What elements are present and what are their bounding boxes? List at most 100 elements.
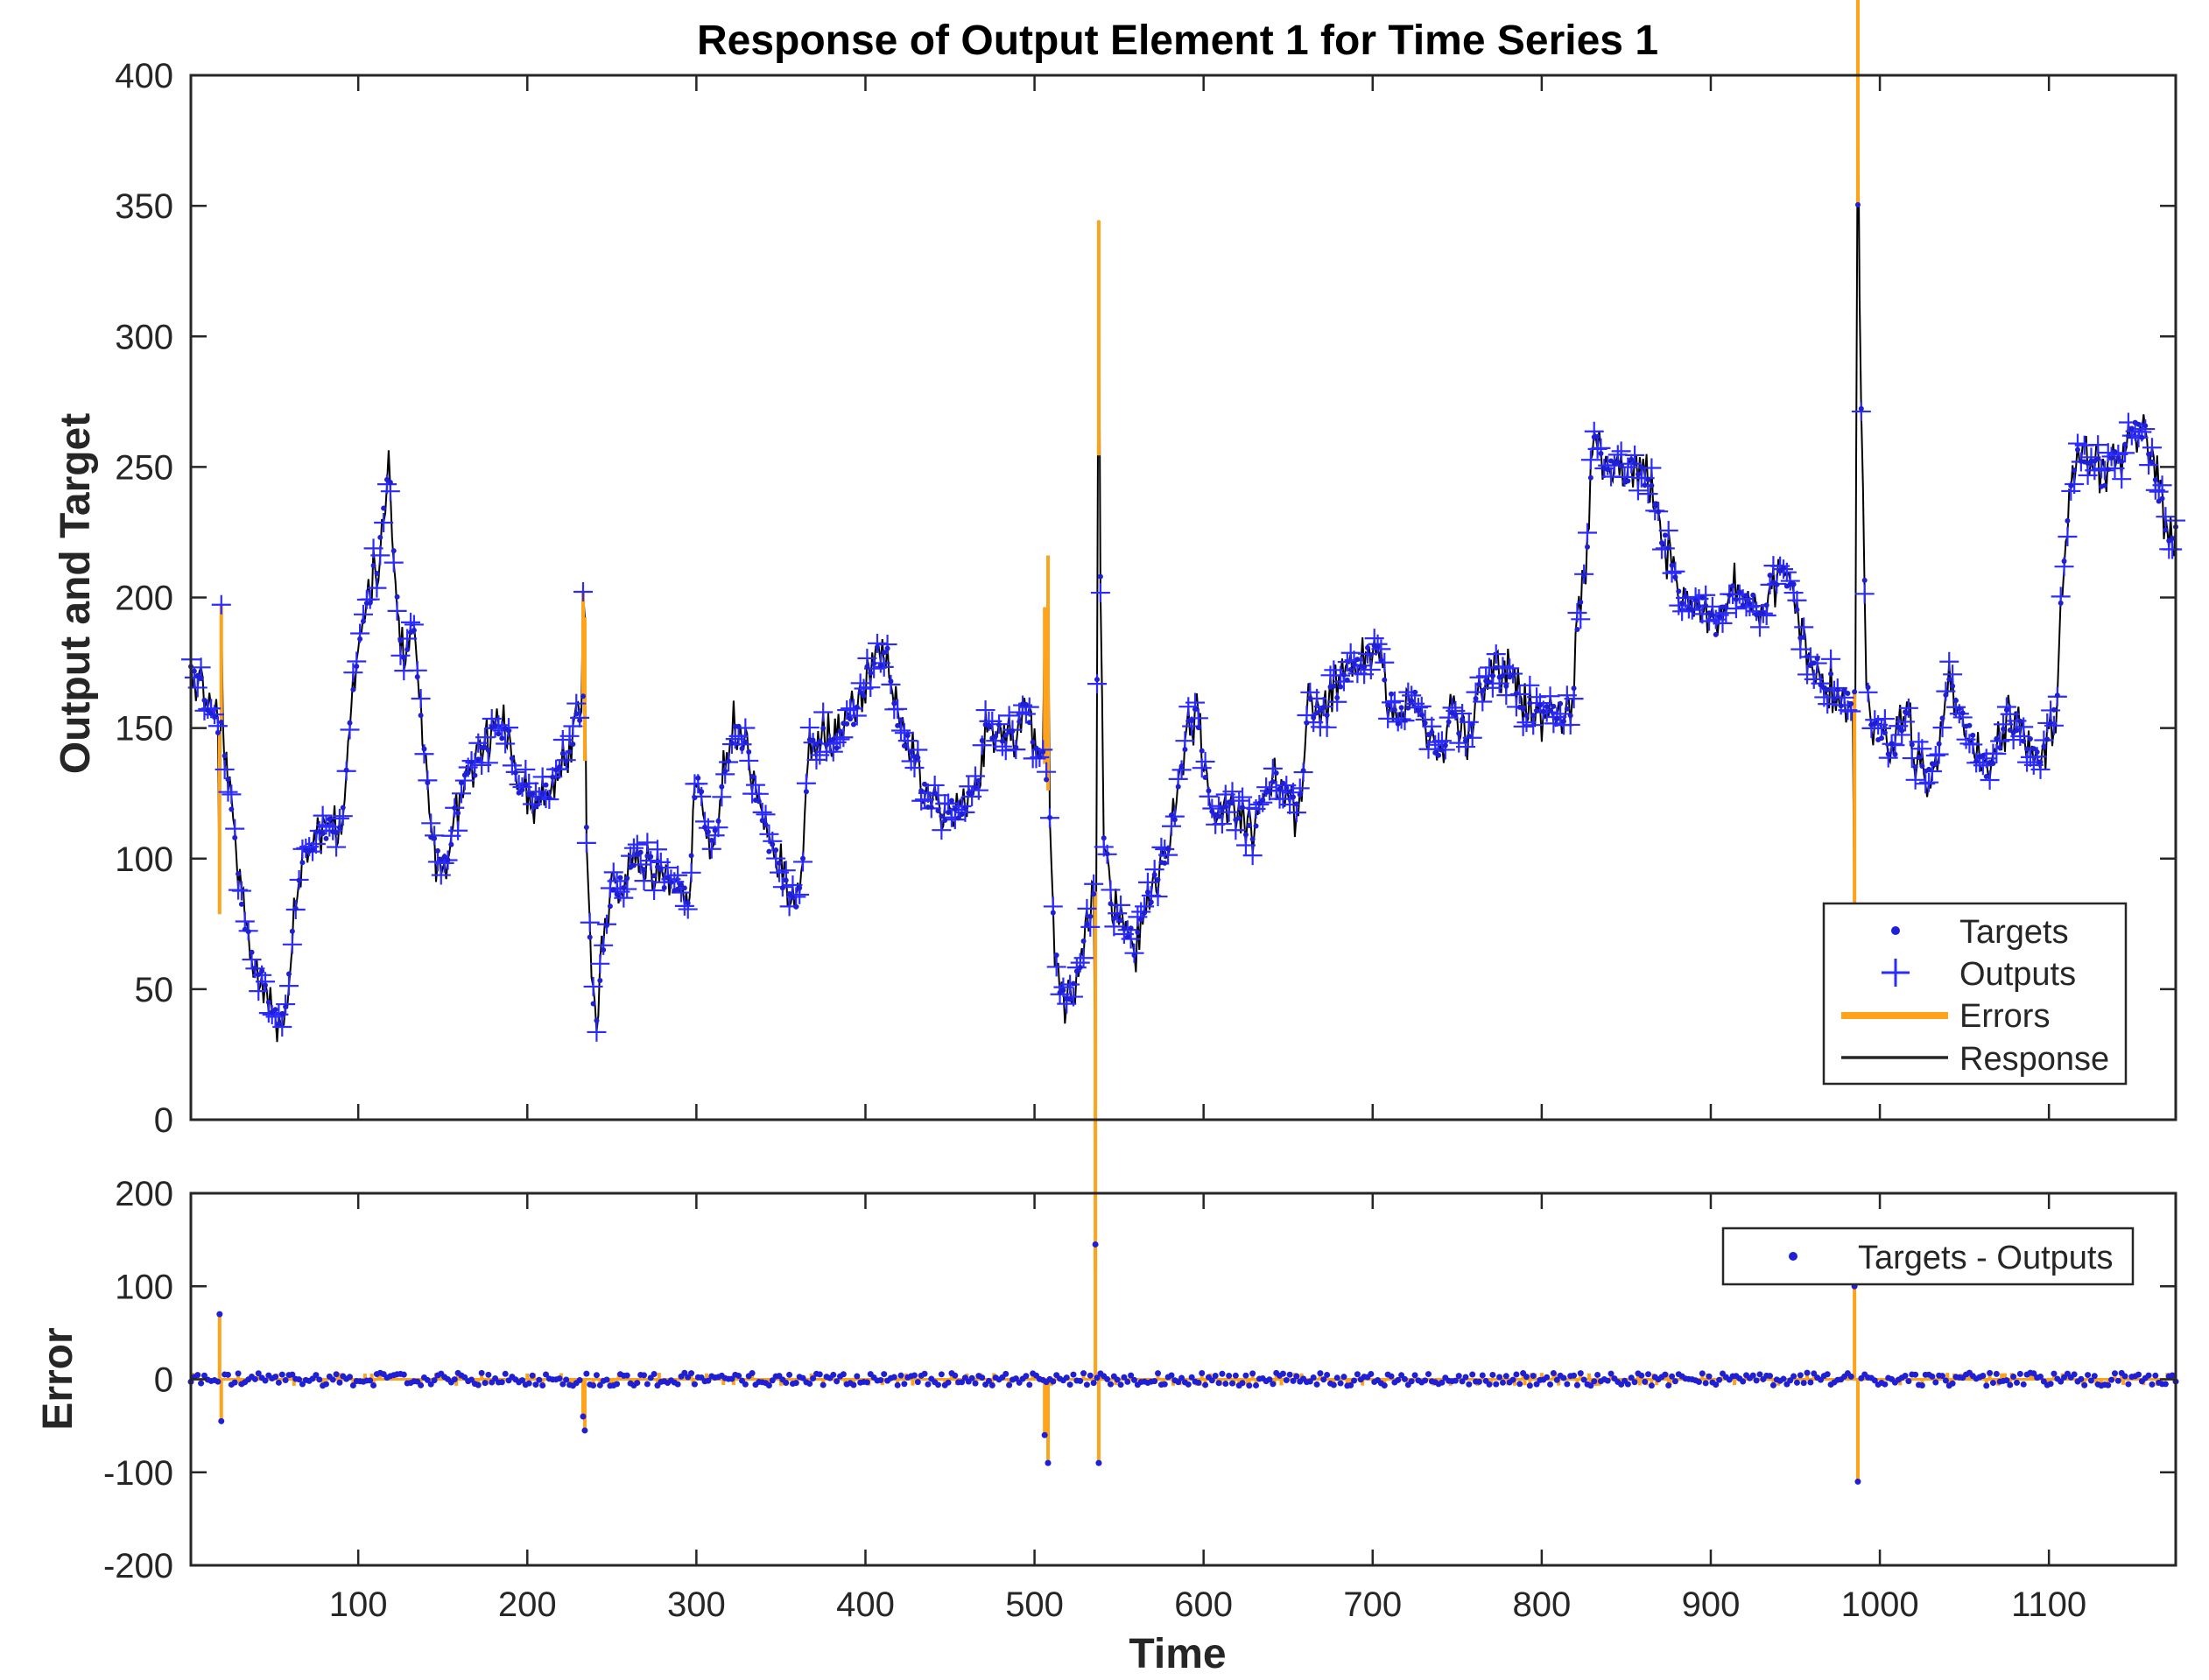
error-point <box>2078 1375 2085 1382</box>
error-point <box>347 1374 354 1381</box>
error-point <box>296 1376 303 1383</box>
error-point <box>1767 1373 1774 1380</box>
error-point <box>559 1381 566 1388</box>
error-point <box>272 1374 279 1381</box>
error-point <box>218 1417 225 1424</box>
target-point <box>614 891 620 897</box>
target-point <box>441 854 447 860</box>
x-tick-label: 900 <box>1682 1585 1741 1624</box>
error-point <box>1117 1381 1124 1388</box>
target-point <box>2034 749 2040 756</box>
error-point <box>2135 1371 2142 1378</box>
target-point <box>1652 502 1658 508</box>
error-point <box>1902 1373 1909 1380</box>
output-marker <box>786 887 806 907</box>
error-point <box>1547 1381 1554 1388</box>
target-point <box>1852 689 1858 695</box>
error-point <box>2081 1381 2088 1388</box>
legend-targets-label: Targets <box>1959 914 2069 951</box>
target-point <box>587 934 593 940</box>
target-point <box>1811 660 1817 666</box>
target-point <box>390 548 397 554</box>
output-marker <box>1371 639 1391 659</box>
target-point <box>452 805 458 811</box>
target-point <box>779 885 785 891</box>
output-marker <box>1980 770 2000 791</box>
target-point <box>1361 664 1368 671</box>
error-point <box>925 1381 932 1388</box>
target-point <box>1730 583 1736 589</box>
target-point <box>637 849 644 855</box>
targets-series <box>188 201 2178 1027</box>
target-point <box>830 736 836 742</box>
error-point <box>1155 1370 1162 1377</box>
output-marker <box>451 784 471 804</box>
target-point <box>1838 703 1844 709</box>
error-point <box>2003 1377 2010 1384</box>
error-point <box>1202 1381 1209 1388</box>
error-point <box>1219 1370 1226 1377</box>
target-point <box>1270 778 1276 784</box>
target-point <box>2041 743 2047 749</box>
y-tick-label: 0 <box>154 1101 173 1140</box>
output-marker <box>1128 907 1148 927</box>
target-point <box>1899 728 1905 734</box>
error-point <box>2145 1372 2152 1379</box>
target-point <box>1638 464 1644 470</box>
target-point <box>1216 813 1222 819</box>
error-point <box>1753 1377 1760 1384</box>
target-point <box>1950 683 1956 689</box>
x-tick-label: 300 <box>667 1585 726 1624</box>
error-point <box>529 1372 536 1379</box>
error-point <box>1462 1374 1469 1381</box>
target-point <box>279 1010 285 1016</box>
target-point <box>1442 742 1448 749</box>
target-point <box>2170 535 2176 541</box>
error-point <box>580 1413 587 1420</box>
error-point <box>634 1380 641 1387</box>
error-point <box>1502 1373 1509 1380</box>
target-point <box>1402 717 1408 723</box>
error-point <box>1310 1374 1317 1381</box>
target-point <box>1983 774 1989 780</box>
target-point <box>556 764 562 770</box>
target-point <box>735 723 742 729</box>
output-marker <box>603 862 623 882</box>
target-point <box>996 722 1002 728</box>
target-point <box>334 830 340 836</box>
output-marker <box>1340 643 1361 663</box>
error-point <box>1486 1381 1493 1388</box>
output-marker <box>1084 874 1104 894</box>
error-point <box>1475 1378 1482 1385</box>
target-point <box>1446 719 1452 725</box>
target-point <box>877 663 883 669</box>
target-point <box>1284 784 1290 791</box>
target-point <box>1794 607 1800 613</box>
target-point <box>1845 691 1851 697</box>
target-point <box>1202 775 1208 781</box>
error-point <box>1499 1379 1506 1386</box>
target-point <box>1919 763 1925 770</box>
error-point <box>897 1372 904 1379</box>
error-point <box>1847 1373 1854 1380</box>
target-point <box>1351 661 1357 667</box>
error-point <box>1455 1373 1462 1380</box>
output-marker <box>580 912 600 932</box>
target-point <box>1375 643 1381 650</box>
target-point <box>2001 726 2007 732</box>
output-marker <box>674 896 694 916</box>
target-point <box>432 835 438 841</box>
target-point <box>942 818 948 824</box>
output-marker <box>1943 664 1963 685</box>
target-point <box>1554 716 1560 722</box>
target-point <box>1460 716 1466 722</box>
y-tick-label: 400 <box>115 57 173 95</box>
target-point <box>1841 687 1847 693</box>
target-point <box>1280 780 1286 786</box>
error-point <box>1544 1374 1551 1381</box>
error-point <box>1604 1377 1611 1384</box>
output-marker <box>1090 583 1110 603</box>
target-point <box>742 739 749 745</box>
error-point <box>1080 1370 1087 1377</box>
target-point <box>421 746 427 752</box>
